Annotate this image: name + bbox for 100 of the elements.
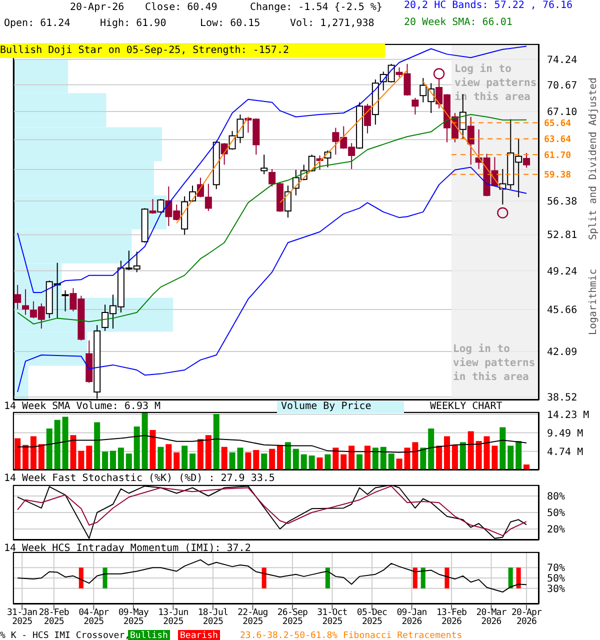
bar [46,428,52,470]
bar [166,444,172,470]
bar [78,450,84,470]
text: Bullish [128,630,170,640]
bar [452,444,458,470]
bar [197,439,204,470]
candlestick [324,150,332,168]
annotation: Log in to view patterns in this area [453,342,536,384]
y-tick-label: 50% [547,508,566,520]
text-banner: Volume By Price [277,401,404,413]
y-tick-label: 4.74 M [547,446,584,458]
bar [476,441,482,470]
bar [158,446,164,470]
candlestick [149,198,156,214]
chart-title: 14 Week Fast Stochastic (%K) (%D) : 27.9 33.5 [4,473,275,485]
bar [420,448,426,470]
bar [86,446,92,470]
bar [182,446,188,470]
chart-title: 20-Apr-26 [70,2,124,14]
text: 20 Week SMA: 66.01 [404,17,512,29]
y-tick-label: 70% [547,563,566,574]
text: High: 61.90 [100,18,166,30]
text: % K - HCS IMI Crossover, [0,630,130,640]
x-tick-label: 04-Apr 2025 [78,608,110,627]
x-tick-label: 13-Jun 2025 [158,608,188,627]
bar [22,444,29,470]
x-tick-label: 26-Sep 2025 [277,608,308,627]
ref-line-label: 59.38 [544,170,572,181]
bar [94,422,100,470]
bar [308,456,315,470]
ref-line-label: 65.64 [544,118,572,129]
candlestick [220,142,228,166]
bar [110,450,116,470]
y-tick-label: 30% [547,584,566,595]
bar [364,446,370,470]
bar [460,442,466,470]
candlestick [412,97,419,116]
text: Change: -1.54 {-2.5 %} [250,2,382,14]
bar [428,428,434,470]
x-tick-label: 31-Oct 2025 [317,608,348,627]
y-tick-label: 9.49 M [547,428,584,440]
line-series [17,114,528,324]
bar [174,452,180,470]
text: Bearish [178,630,220,640]
bar [102,452,108,470]
bar [142,412,148,470]
candlestick [284,185,292,218]
text: Logarithmic [588,268,600,335]
bar [269,448,276,470]
text: 20,2 HC Bands: 57.22 , 76.16 [404,0,573,12]
bar [30,436,36,470]
text: Low: 60.15 [200,18,260,30]
x-tick-label: 05-Dec 2025 [356,608,388,627]
y-tick-label: 70.67 [547,80,578,92]
x-tick-label: 31-Jan 2025 [7,608,38,627]
x-tick-label: 20-Apr 2026 [511,608,543,627]
text: WEEKLY CHART [430,401,502,413]
candlestick [14,284,22,310]
text-banner: Bullish Doji Star on 05-Sep-25, Strength: -157.2 [0,44,385,58]
bar [372,448,378,470]
y-tick-label: 14.23 M [547,410,590,421]
bar [436,446,442,470]
bar [316,457,323,470]
candlestick [62,290,69,312]
bar [468,431,474,470]
bar [126,454,132,470]
y-tick-label: 20% [547,524,566,536]
y-tick-label: 56.38 [547,196,578,208]
bar [205,435,212,470]
y-tick-label: 49.24 [547,266,578,278]
bar [62,416,68,470]
candlestick [22,288,30,316]
y-tick-label: 52.81 [547,230,578,242]
text: Close: 60.49 [145,2,218,14]
y-tick-label: 45.66 [547,305,578,316]
bar [245,452,252,470]
bar [300,454,307,470]
bar [380,446,386,470]
bar [134,426,140,470]
chart-title: 14 Week SMA Volume: 6.93 M [4,401,161,413]
y-axis-title: Split and Dividend Adjusted [588,77,600,240]
text: Open: 61.24 [4,18,70,30]
candlestick [268,168,276,187]
x-tick-label: 18-Jul 2025 [198,608,228,627]
x-tick-label: 20-Mar 2026 [476,608,508,627]
bar [277,444,283,470]
y-tick-label: 67.10 [547,107,578,118]
bar [118,448,124,470]
bar [388,454,394,470]
bar [38,444,44,470]
x-tick-label: 28-Feb 2025 [38,608,69,627]
bar [412,442,418,470]
y-tick-label: 42.09 [547,346,578,358]
bar [324,454,331,470]
bar [14,438,21,470]
x-tick-label: 09-May 2025 [118,608,150,627]
y-tick-label: 50% [547,574,566,585]
bar [54,420,60,470]
bar [70,435,76,470]
bar [508,446,514,470]
